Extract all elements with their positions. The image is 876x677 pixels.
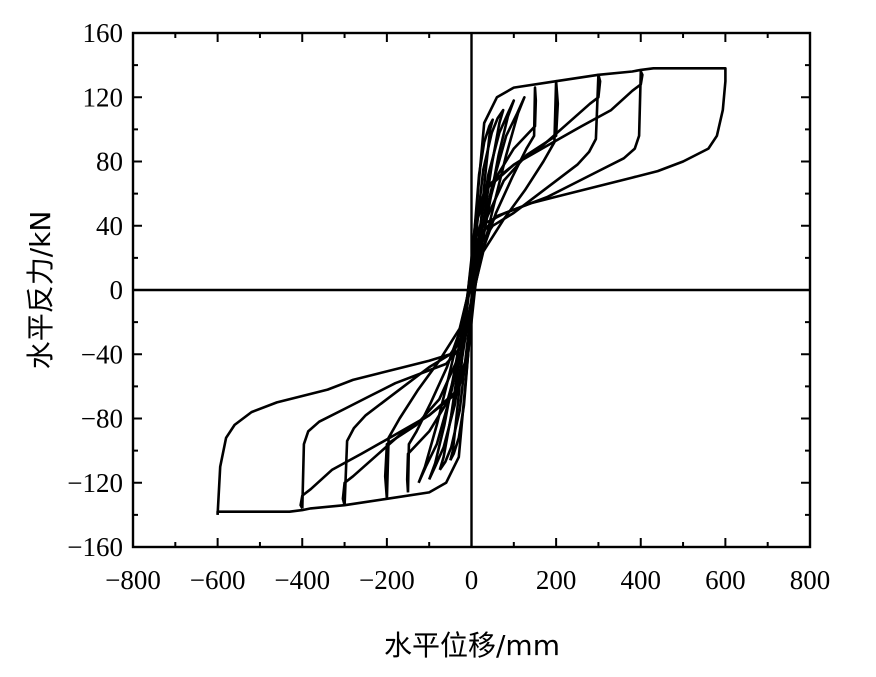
x-tick-label: −800 — [105, 565, 161, 595]
hysteresis-curves — [216, 67, 727, 515]
x-tick-label: 800 — [790, 565, 831, 595]
x-tick-label: −600 — [190, 565, 246, 595]
y-tick-label: 80 — [96, 147, 123, 177]
y-tick-label: 160 — [83, 18, 124, 48]
y-tick-label: −120 — [67, 468, 123, 498]
axes-layer: −800 −600 −400 −200 0 200 400 600 80016012080400… — [67, 18, 830, 595]
x-tick-label: −200 — [359, 565, 415, 595]
x-tick-label: 0 — [465, 565, 479, 595]
y-tick-label: 40 — [96, 211, 123, 241]
hysteresis-loop-600 — [216, 67, 727, 515]
x-tick-label: 400 — [621, 565, 662, 595]
y-tick-label: 0 — [110, 275, 124, 305]
hysteresis-loop-400 — [299, 70, 644, 510]
x-tick-label: 200 — [536, 565, 577, 595]
y-tick-label: −80 — [81, 404, 123, 434]
x-tick-label: 600 — [705, 565, 746, 595]
x-axis-title: 水平位移/mm — [384, 629, 560, 662]
x-tick-label: −400 — [274, 565, 330, 595]
y-tick-label: −160 — [67, 532, 123, 562]
y-axis-title: 水平反力/kN — [24, 211, 57, 370]
y-tick-label: −40 — [81, 339, 123, 369]
y-tick-label: 120 — [83, 82, 124, 112]
